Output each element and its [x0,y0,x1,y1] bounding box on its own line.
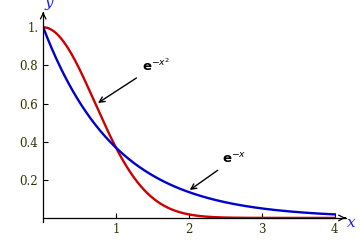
Text: $\mathbf{e}^{-x^2}$: $\mathbf{e}^{-x^2}$ [99,57,170,102]
Text: y: y [45,0,53,10]
Text: x: x [347,216,356,230]
Text: $\mathbf{e}^{-x}$: $\mathbf{e}^{-x}$ [191,152,246,189]
